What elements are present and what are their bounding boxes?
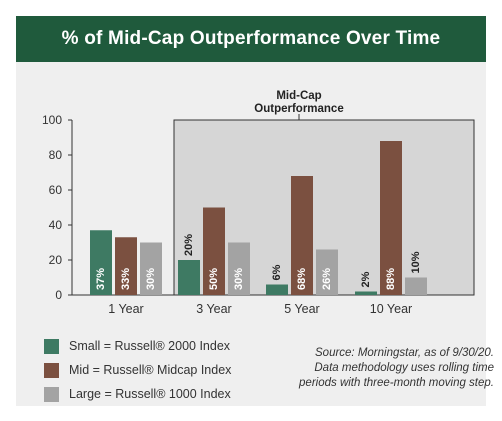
- bar-data-label: 26%: [321, 268, 333, 290]
- highlight-label-line1: Mid-Cap: [276, 90, 321, 102]
- legend-item-small: Small = Russell® 2000 Index: [44, 334, 274, 358]
- chart-title: % of Mid-Cap Outperformance Over Time: [16, 16, 486, 62]
- bar-large: [228, 242, 250, 295]
- bar-data-label: 88%: [385, 268, 397, 290]
- legend: Small = Russell® 2000 Index Mid = Russel…: [44, 334, 274, 406]
- y-tick-label: 80: [49, 148, 63, 162]
- y-tick-label: 40: [49, 218, 63, 232]
- y-tick-label: 60: [49, 183, 63, 197]
- bar-data-label: 50%: [208, 268, 220, 290]
- legend-label-small: Small = Russell® 2000 Index: [69, 339, 231, 353]
- bar-mid: [115, 237, 137, 295]
- bar-data-label: 20%: [183, 234, 195, 256]
- bar-large: [140, 242, 162, 295]
- y-tick-label: 0: [55, 288, 62, 302]
- bar-small: [266, 284, 288, 295]
- bar-data-label: 30%: [233, 268, 245, 290]
- source-line-2: Data methodology uses rolling time: [314, 362, 494, 374]
- bar-mid: [291, 176, 313, 295]
- bar-data-label: 33%: [120, 268, 132, 290]
- x-category-label: 3 Year: [196, 302, 231, 316]
- bar-data-label: 10%: [410, 251, 422, 273]
- bar-mid: [203, 207, 225, 295]
- chart-card: % of Mid-Cap Outperformance Over Time Mi…: [16, 16, 494, 406]
- legend-swatch-mid: [44, 362, 59, 378]
- bar-data-label: 6%: [271, 264, 283, 280]
- legend-swatch-large: [44, 386, 59, 402]
- source-note: Source: Morningstar, as of 9/30/20. Data…: [266, 346, 494, 391]
- legend-label-mid: Mid = Russell® Midcap Index: [69, 363, 232, 377]
- bar-mid: [380, 141, 402, 295]
- x-categories: 1 Year 3 Year 5 Year 10 Year: [108, 302, 412, 316]
- x-category-label: 10 Year: [370, 302, 412, 316]
- legend-label-large: Large = Russell® 1000 Index: [69, 387, 231, 401]
- bar-small: [355, 291, 377, 295]
- bars: 37% 33% 30% 20% 50% 30% 6% 68% 26% 2% 88% 10%: [90, 141, 427, 295]
- bar-data-label: 30%: [145, 268, 157, 290]
- bar-small: [90, 230, 112, 295]
- bar-data-label: 68%: [296, 268, 308, 290]
- y-ticks: 0 20 40 60 80 100: [42, 113, 72, 302]
- x-category-label: 1 Year: [108, 302, 143, 316]
- bar-large: [405, 277, 427, 295]
- y-tick-label: 100: [42, 113, 62, 127]
- bar-small: [178, 260, 200, 295]
- bar-data-label: 2%: [360, 271, 372, 287]
- bar-large: [316, 249, 338, 295]
- legend-item-mid: Mid = Russell® Midcap Index: [44, 358, 274, 382]
- source-line-3: periods with three-month moving step.: [299, 377, 494, 389]
- legend-item-large: Large = Russell® 1000 Index: [44, 382, 274, 406]
- legend-swatch-small: [44, 338, 59, 354]
- source-line-1: Source: Morningstar, as of 9/30/20.: [315, 347, 494, 359]
- y-tick-label: 20: [49, 253, 63, 267]
- x-category-label: 5 Year: [284, 302, 319, 316]
- highlight-label-line2: Outperformance: [254, 103, 343, 115]
- bar-data-label: 37%: [95, 268, 107, 290]
